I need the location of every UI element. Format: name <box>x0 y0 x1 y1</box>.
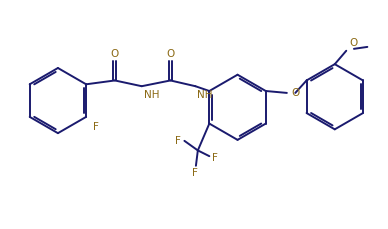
Text: F: F <box>212 153 218 163</box>
Text: F: F <box>175 135 181 145</box>
Text: O: O <box>166 49 175 59</box>
Text: NH: NH <box>197 90 213 100</box>
Text: F: F <box>192 167 198 177</box>
Text: O: O <box>349 38 358 48</box>
Text: F: F <box>93 121 99 131</box>
Text: O: O <box>111 49 119 59</box>
Text: NH: NH <box>144 90 159 100</box>
Text: O: O <box>291 87 300 97</box>
